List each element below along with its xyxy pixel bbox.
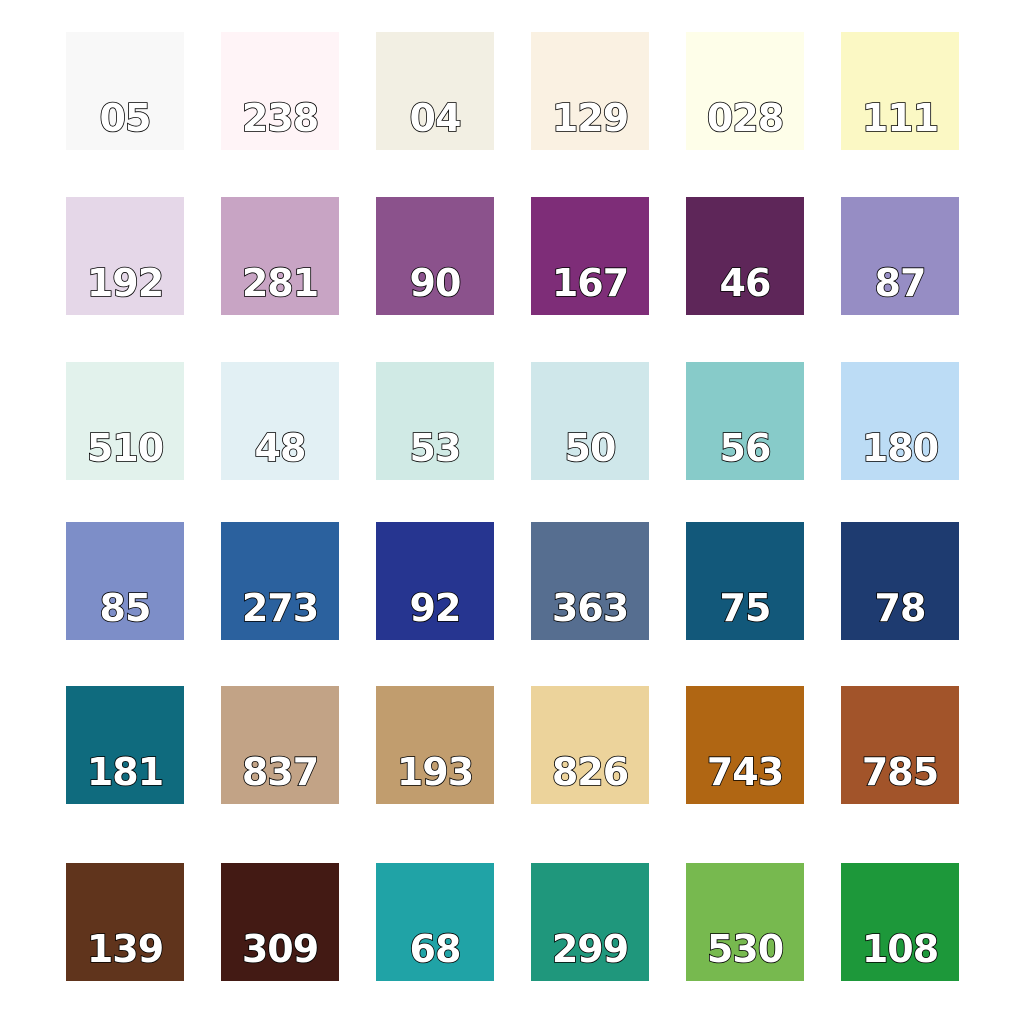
color-swatch: 363 bbox=[531, 522, 649, 640]
swatch-code-label: 363 bbox=[551, 585, 630, 631]
swatch-code-label: 50 bbox=[564, 425, 617, 471]
swatch-code-label: 78 bbox=[874, 585, 927, 631]
swatch-code-label: 87 bbox=[874, 260, 927, 306]
color-swatch: 180 bbox=[841, 362, 959, 480]
swatch-code-label: 167 bbox=[551, 260, 630, 306]
swatch-code-label: 192 bbox=[86, 260, 165, 306]
color-swatch: 028 bbox=[686, 32, 804, 150]
color-swatch: 139 bbox=[66, 863, 184, 981]
color-swatch: 837 bbox=[221, 686, 339, 804]
color-swatch: 238 bbox=[221, 32, 339, 150]
swatch-code-label: 309 bbox=[241, 926, 320, 972]
swatch-code-label: 53 bbox=[409, 425, 462, 471]
color-swatch: 87 bbox=[841, 197, 959, 315]
color-swatch: 04 bbox=[376, 32, 494, 150]
swatch-code-label: 90 bbox=[409, 260, 462, 306]
swatch-code-label: 273 bbox=[241, 585, 320, 631]
swatch-code-label: 75 bbox=[719, 585, 772, 631]
swatch-code-label: 785 bbox=[861, 749, 940, 795]
swatch-code-label: 743 bbox=[706, 749, 785, 795]
swatch-code-label: 238 bbox=[241, 95, 320, 141]
color-swatch: 309 bbox=[221, 863, 339, 981]
color-swatch: 53 bbox=[376, 362, 494, 480]
color-swatch: 50 bbox=[531, 362, 649, 480]
color-swatch: 167 bbox=[531, 197, 649, 315]
color-swatch: 05 bbox=[66, 32, 184, 150]
swatch-code-label: 281 bbox=[241, 260, 320, 306]
swatch-code-label: 299 bbox=[551, 926, 630, 972]
color-swatch: 85 bbox=[66, 522, 184, 640]
swatch-code-label: 139 bbox=[86, 926, 165, 972]
swatch-code-label: 111 bbox=[861, 95, 940, 141]
swatch-code-label: 05 bbox=[99, 95, 152, 141]
swatch-code-label: 180 bbox=[861, 425, 940, 471]
color-swatch: 785 bbox=[841, 686, 959, 804]
swatch-code-label: 48 bbox=[254, 425, 307, 471]
color-swatch: 68 bbox=[376, 863, 494, 981]
swatch-code-label: 530 bbox=[706, 926, 785, 972]
color-swatch: 299 bbox=[531, 863, 649, 981]
swatch-code-label: 181 bbox=[86, 749, 165, 795]
color-swatch: 90 bbox=[376, 197, 494, 315]
color-swatch: 78 bbox=[841, 522, 959, 640]
color-swatch: 48 bbox=[221, 362, 339, 480]
swatch-code-label: 56 bbox=[719, 425, 772, 471]
swatch-code-label: 46 bbox=[719, 260, 772, 306]
color-swatch: 743 bbox=[686, 686, 804, 804]
color-swatch: 826 bbox=[531, 686, 649, 804]
color-swatch: 510 bbox=[66, 362, 184, 480]
color-swatch: 108 bbox=[841, 863, 959, 981]
swatch-code-label: 85 bbox=[99, 585, 152, 631]
color-swatch: 56 bbox=[686, 362, 804, 480]
color-swatch: 111 bbox=[841, 32, 959, 150]
color-swatch: 530 bbox=[686, 863, 804, 981]
swatch-code-label: 510 bbox=[86, 425, 165, 471]
color-swatch: 92 bbox=[376, 522, 494, 640]
color-swatch: 75 bbox=[686, 522, 804, 640]
swatch-code-label: 129 bbox=[551, 95, 630, 141]
color-swatch: 129 bbox=[531, 32, 649, 150]
color-swatch: 273 bbox=[221, 522, 339, 640]
swatch-code-label: 193 bbox=[396, 749, 475, 795]
swatch-code-label: 92 bbox=[409, 585, 462, 631]
color-swatch: 46 bbox=[686, 197, 804, 315]
color-swatch: 193 bbox=[376, 686, 494, 804]
swatch-code-label: 028 bbox=[706, 95, 785, 141]
color-swatch: 181 bbox=[66, 686, 184, 804]
swatch-code-label: 837 bbox=[241, 749, 320, 795]
swatch-code-label: 04 bbox=[409, 95, 462, 141]
swatch-code-label: 68 bbox=[409, 926, 462, 972]
swatch-code-label: 826 bbox=[551, 749, 630, 795]
color-swatch: 192 bbox=[66, 197, 184, 315]
color-swatch: 281 bbox=[221, 197, 339, 315]
swatch-code-label: 108 bbox=[861, 926, 940, 972]
